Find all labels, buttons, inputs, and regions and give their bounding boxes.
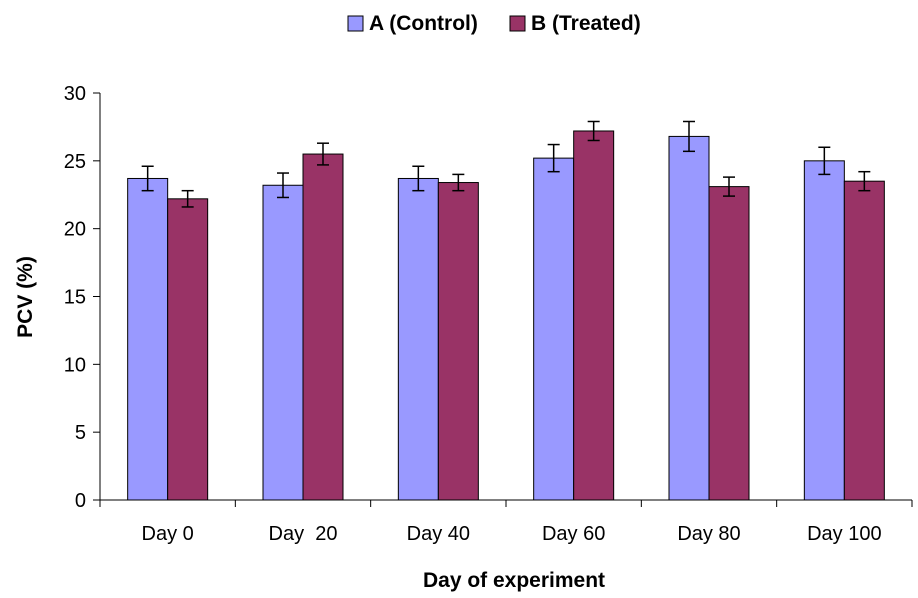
bars-layer: [127, 130, 885, 501]
error-bar-a-1: [277, 172, 289, 199]
x-tick-label-5: Day 100: [807, 523, 882, 545]
legend-label-b: B (Treated): [531, 12, 641, 35]
y-tick-label-15: 15: [64, 287, 86, 309]
y-tick-label-30: 30: [64, 83, 86, 105]
error-bar-a-3: [547, 143, 560, 173]
bar-b-1: [302, 153, 344, 501]
bar-a-5: [803, 160, 845, 501]
bar-a-3: [533, 157, 575, 501]
error-bar-b-5: [858, 170, 871, 192]
error-bar-b-2: [452, 173, 465, 192]
bar-b-3: [573, 130, 615, 501]
legend: A (Control) B (Treated): [347, 12, 641, 35]
error-bar-a-0: [141, 165, 154, 192]
error-bar-b-1: [317, 142, 329, 166]
x-axis-title: Day of experiment: [423, 569, 605, 592]
bar-b-0: [167, 198, 209, 501]
bar-a-1: [262, 184, 304, 501]
bar-a-2: [397, 177, 439, 501]
bar-b-2: [437, 182, 479, 501]
error-bar-a-5: [818, 146, 831, 176]
x-tick-label-0: Day 0: [142, 523, 194, 545]
error-bar-a-4: [683, 120, 695, 153]
bar-b-5: [843, 180, 885, 501]
legend-swatch-a: [347, 15, 364, 32]
error-bar-b-0: [181, 189, 194, 208]
y-tick-label-10: 10: [64, 354, 86, 376]
x-ticks-layer: Day 0 Day 20 Day 40 Day 60 Day 80 Day 100: [99, 500, 913, 545]
error-bar-b-4: [723, 176, 735, 197]
y-ticks-layer: 0 5 10 15 20 25 30: [64, 83, 100, 512]
y-tick-label-25: 25: [64, 151, 86, 173]
error-bars-layer: [141, 120, 871, 208]
bar-a-4: [668, 135, 710, 501]
bar-b-4: [708, 186, 750, 501]
legend-swatch-b: [509, 15, 526, 32]
bar-a-0: [127, 177, 169, 501]
x-tick-label-3: Day 60: [542, 523, 605, 545]
y-tick-label-20: 20: [64, 219, 86, 241]
x-tick-label-4: Day 80: [677, 523, 740, 545]
error-bar-a-2: [412, 165, 425, 192]
y-tick-label-0: 0: [75, 490, 86, 512]
legend-label-a: A (Control): [369, 12, 478, 35]
error-bar-b-3: [587, 120, 600, 142]
y-tick-label-5: 5: [75, 422, 86, 444]
x-tick-label-2: Day 40: [407, 523, 470, 545]
y-axis-title: PCV (%): [14, 256, 37, 338]
axes-layer: [99, 93, 912, 501]
x-tick-label-1: Day 20: [269, 523, 338, 545]
